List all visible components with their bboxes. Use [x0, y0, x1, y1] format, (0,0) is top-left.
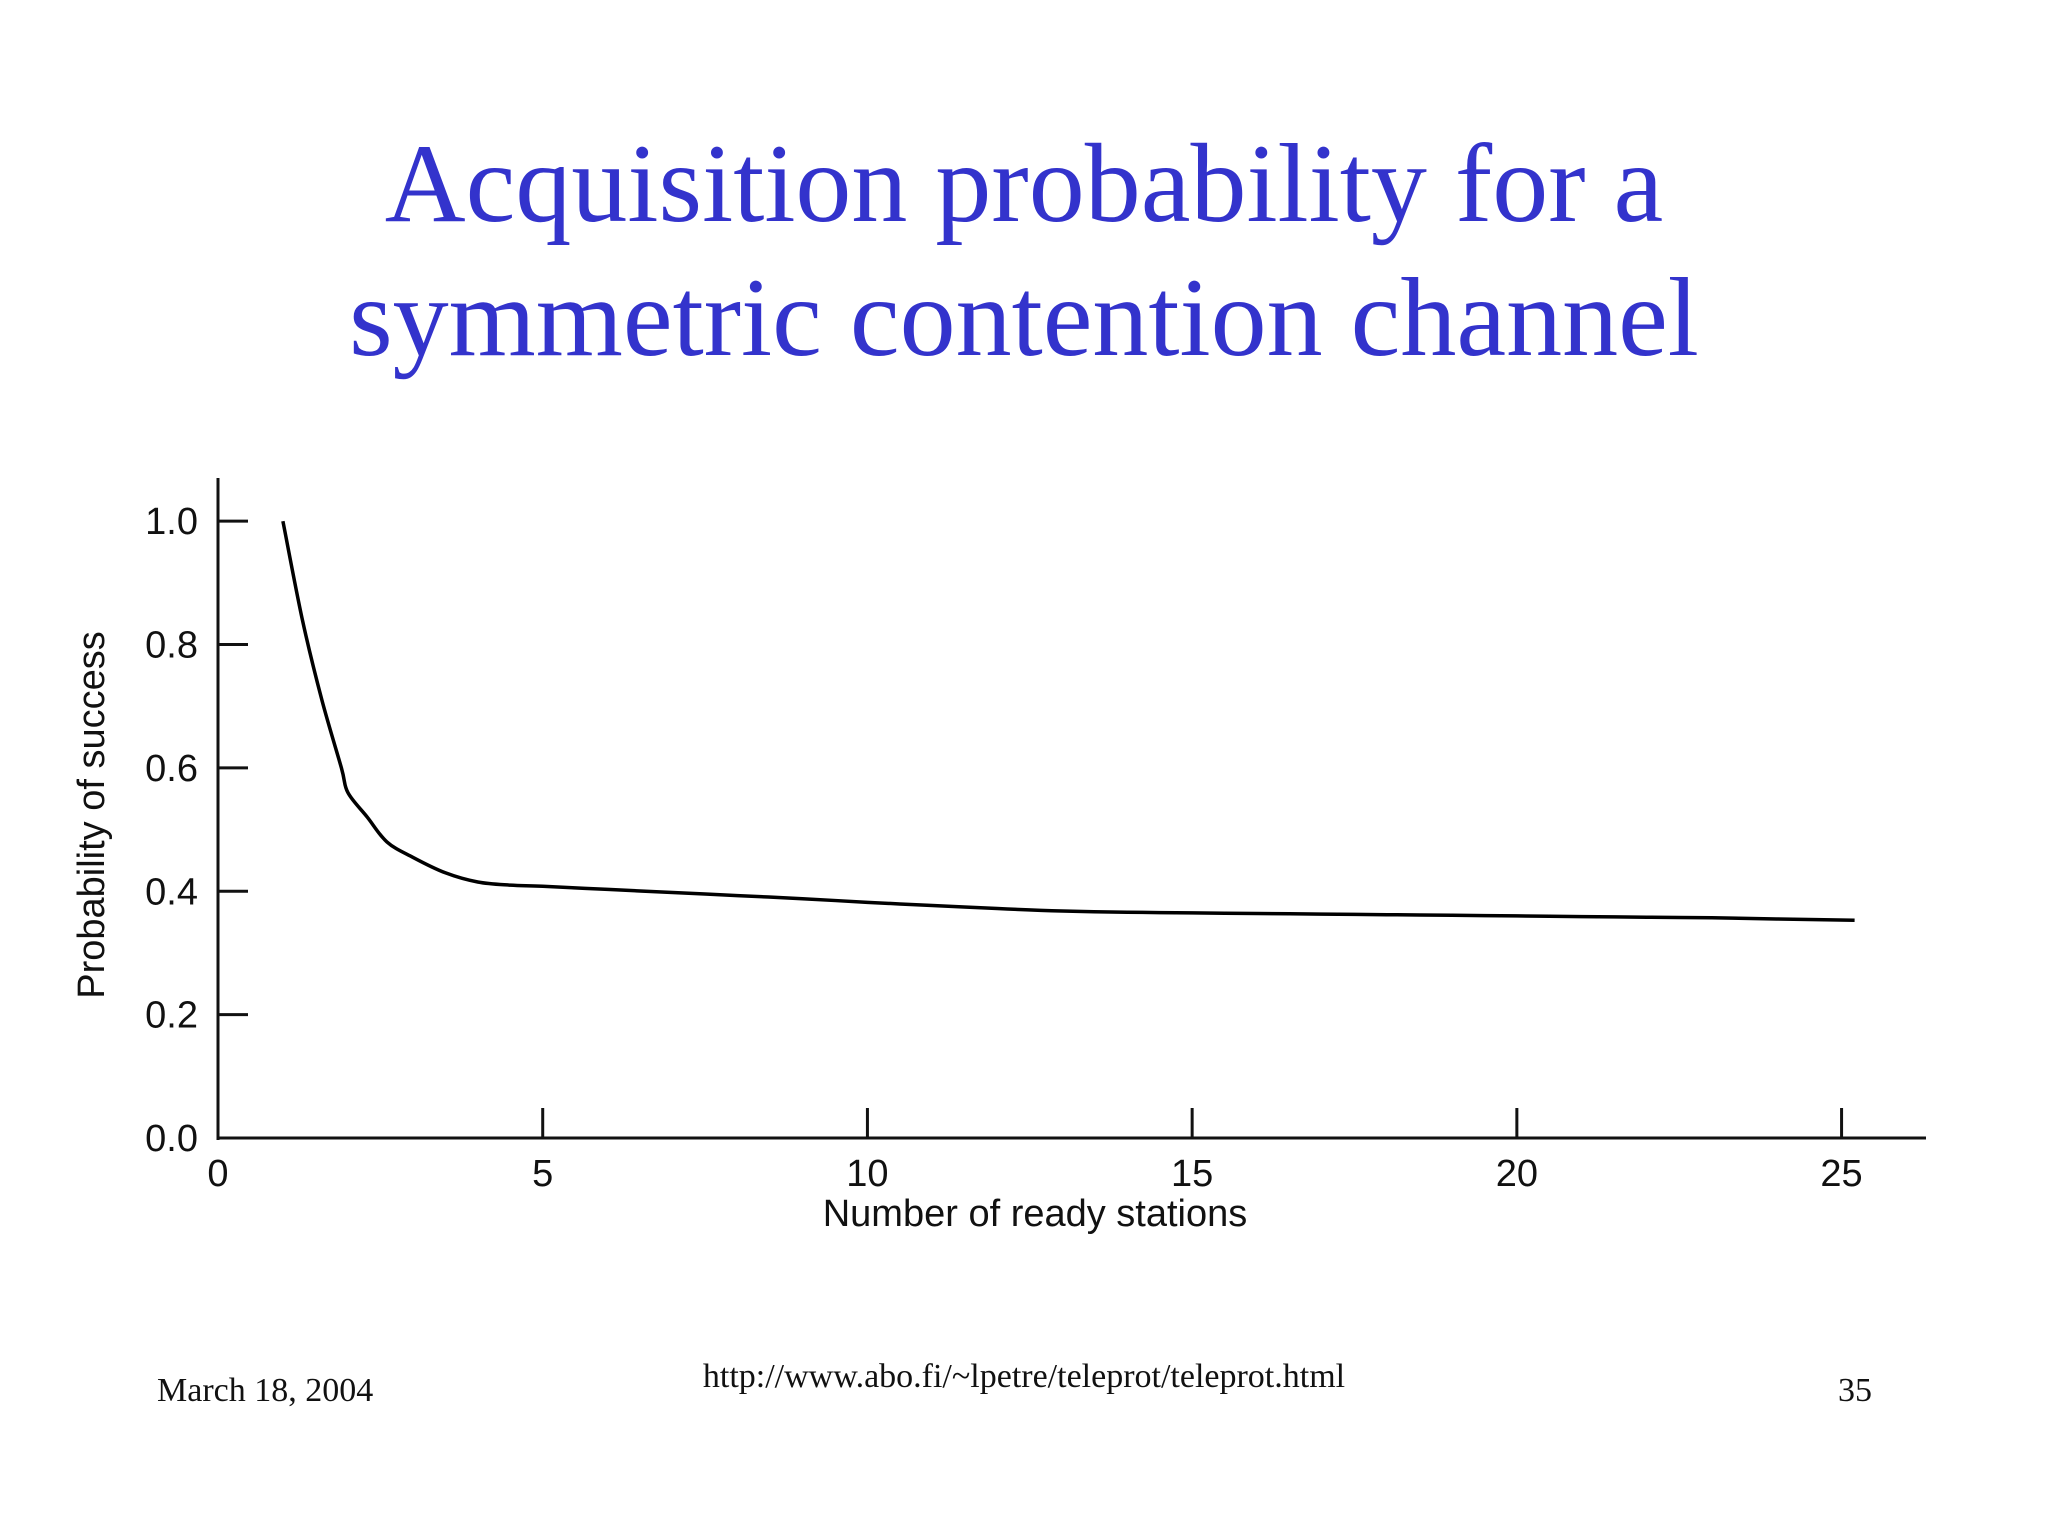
- y-axis-title: Probability of success: [71, 631, 113, 999]
- chart-series: [281, 520, 1855, 923]
- x-tick-label: 10: [846, 1153, 888, 1195]
- y-tick-label: 0.0: [145, 1118, 198, 1160]
- chart-tick-labels: 0 5 10 15 20 25 0.0 0.2 0.4 0.6 0.8 1.0: [145, 501, 1863, 1195]
- y-tick-label: 0.8: [145, 625, 198, 667]
- x-tick-label: 0: [207, 1153, 228, 1195]
- footer-page-number: 35: [1838, 1372, 1872, 1409]
- slide-title-line-1: Acquisition probability for a: [384, 122, 1664, 246]
- x-tick-label: 5: [532, 1153, 553, 1195]
- series-line: [281, 520, 1855, 923]
- y-tick-label: 0.4: [145, 871, 198, 913]
- footer-date: March 18, 2004: [157, 1372, 374, 1409]
- x-tick-label: 25: [1820, 1153, 1862, 1195]
- chart-ticks: [218, 519, 1844, 1138]
- x-tick-label: 15: [1171, 1153, 1213, 1195]
- y-tick-label: 0.2: [145, 995, 198, 1037]
- x-axis-title: Number of ready stations: [823, 1193, 1248, 1235]
- chart-axes: [216, 478, 1926, 1140]
- y-tick-label: 1.0: [145, 501, 198, 543]
- y-tick-label: 0.6: [145, 748, 198, 790]
- slide-title-line-2: symmetric contention channel: [349, 256, 1699, 380]
- x-tick-label: 20: [1496, 1153, 1538, 1195]
- footer-url: http://www.abo.fi/~lpetre/teleprot/telep…: [702, 1358, 1346, 1395]
